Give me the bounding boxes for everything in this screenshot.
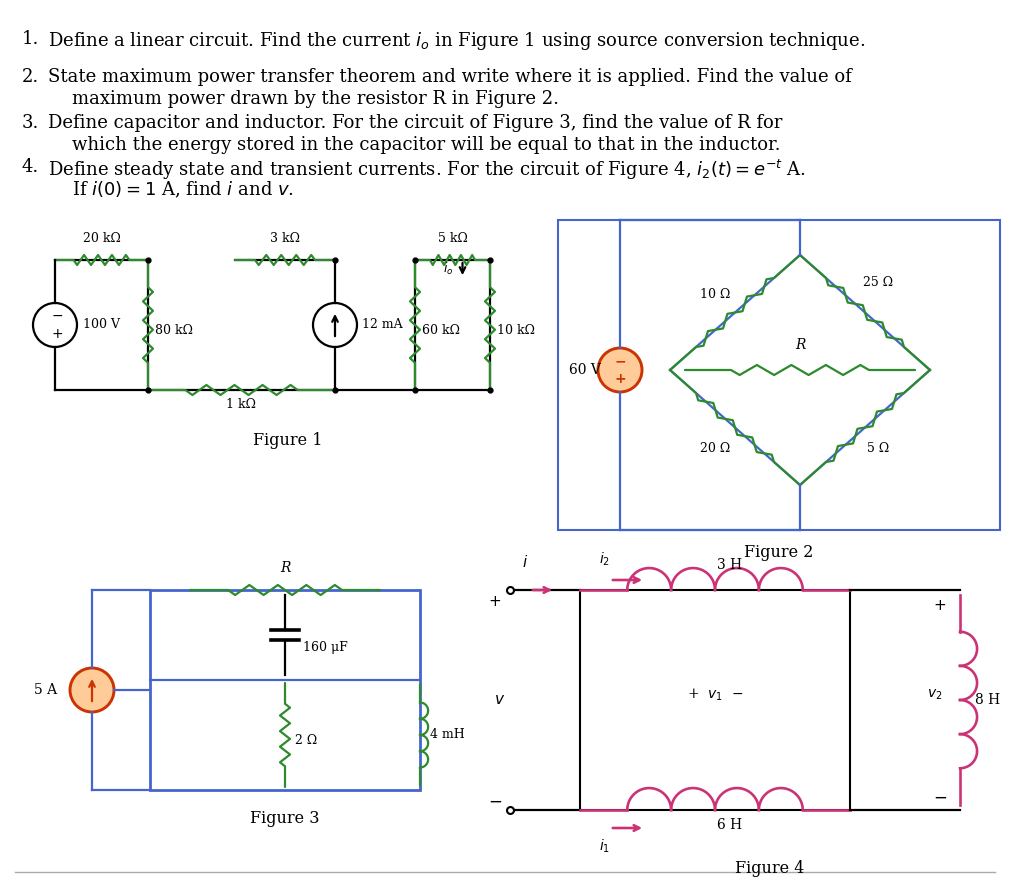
Text: State maximum power transfer theorem and write where it is applied. Find the val: State maximum power transfer theorem and… [48,68,851,86]
Text: 2.: 2. [22,68,39,86]
Text: Figure 4: Figure 4 [735,860,805,877]
Text: 3 kΩ: 3 kΩ [270,232,300,245]
Circle shape [598,348,642,392]
Text: +: + [933,597,946,613]
Bar [580,590,850,810]
Text: −: − [614,354,626,368]
Text: 20 Ω: 20 Ω [700,442,730,454]
Text: +: + [614,372,626,386]
Bar [150,590,420,790]
Text: −: − [488,793,502,811]
Text: 10 Ω: 10 Ω [700,287,730,300]
Text: $i_o$: $i_o$ [443,261,453,277]
Text: Figure 3: Figure 3 [250,810,320,827]
Text: +: + [489,595,501,610]
Text: 80 kΩ: 80 kΩ [155,324,193,337]
Text: 2 Ω: 2 Ω [295,733,317,747]
Text: +: + [52,327,63,341]
Text: 60 V: 60 V [569,363,601,377]
Text: $v$: $v$ [494,693,506,707]
Text: 60 kΩ: 60 kΩ [422,324,460,337]
Text: 12 mA: 12 mA [362,318,403,332]
Text: Define capacitor and inductor. For the circuit of Figure 3, find the value of R : Define capacitor and inductor. For the c… [48,114,783,132]
Text: 8 H: 8 H [975,693,1000,707]
Text: $v_2$: $v_2$ [927,688,942,702]
Text: 6 H: 6 H [717,818,742,832]
Text: 4 mH: 4 mH [430,728,465,741]
Text: 4.: 4. [22,158,39,176]
Text: 1 kΩ: 1 kΩ [226,398,257,411]
Circle shape [70,668,114,712]
Text: +  $v_1$  −: + $v_1$ − [687,687,743,703]
Text: If $i(0) = 1$ A, find $i$ and $v$.: If $i(0) = 1$ A, find $i$ and $v$. [72,180,294,200]
Text: 20 kΩ: 20 kΩ [83,232,120,245]
Text: $i_1$: $i_1$ [600,838,611,855]
Text: 100 V: 100 V [83,318,120,332]
Text: 10 kΩ: 10 kΩ [497,324,535,337]
Text: Define a linear circuit. Find the current $i_o$ in Figure 1 using source convers: Define a linear circuit. Find the curren… [48,30,866,52]
Text: −: − [52,309,63,323]
Text: 1.: 1. [22,30,39,48]
Text: 160 μF: 160 μF [303,640,347,653]
Text: 3.: 3. [22,114,39,132]
Text: R: R [280,561,290,575]
Text: $i$: $i$ [522,554,528,570]
Text: Figure 2: Figure 2 [744,544,814,561]
Text: R: R [795,338,805,352]
Text: 5 Ω: 5 Ω [867,442,889,454]
Text: maximum power drawn by the resistor R in Figure 2.: maximum power drawn by the resistor R in… [72,90,559,108]
Text: $i_2$: $i_2$ [600,550,610,568]
Bar [558,220,1000,530]
Text: 5 kΩ: 5 kΩ [437,232,468,245]
Text: 5 A: 5 A [34,683,57,697]
Text: which the energy stored in the capacitor will be equal to that in the inductor.: which the energy stored in the capacitor… [72,136,781,154]
Text: Define steady state and transient currents. For the circuit of Figure 4, $i_2(t): Define steady state and transient curren… [48,158,806,182]
Text: Figure 1: Figure 1 [252,432,322,449]
Text: 25 Ω: 25 Ω [863,276,893,289]
Text: 3 H: 3 H [717,558,742,572]
Text: −: − [933,789,947,807]
